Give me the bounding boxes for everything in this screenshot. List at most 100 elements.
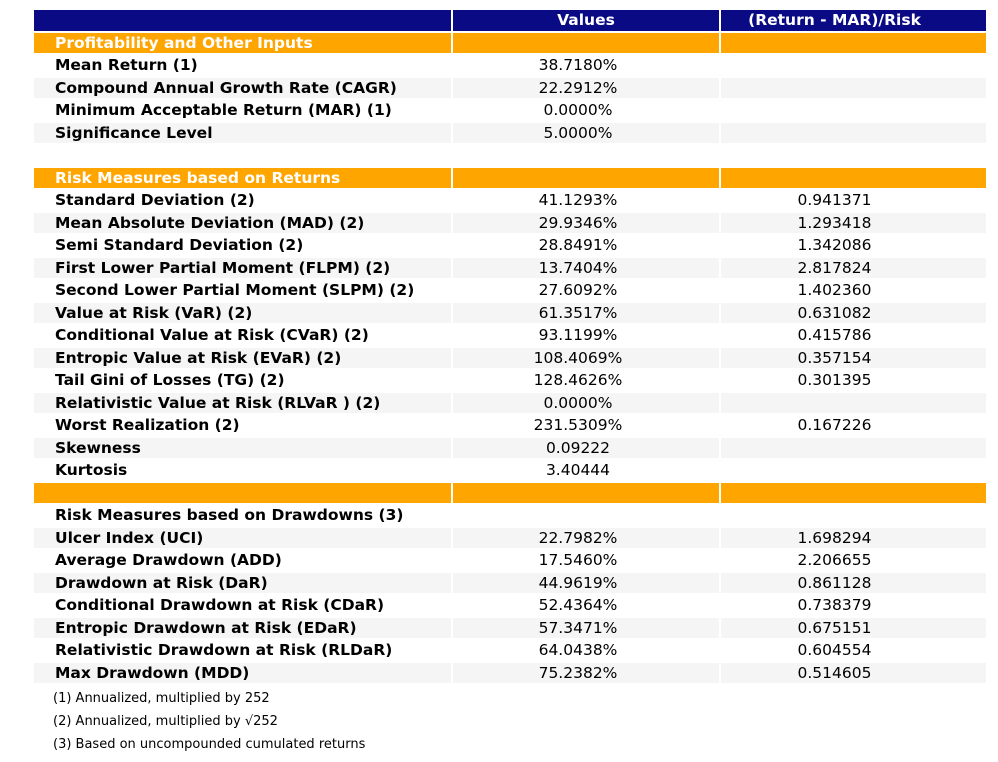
- metric-ratio-cell: [721, 77, 986, 98]
- metric-ratio-cell: [721, 122, 986, 143]
- metric-value-cell: 29.9346%: [453, 212, 719, 233]
- metric-label-cell: Conditional Drawdown at Risk (CDaR): [55, 596, 385, 614]
- metric-label-cell: Max Drawdown (MDD): [34, 662, 451, 683]
- metric-ratio-cell: 0.941371: [797, 191, 872, 209]
- column-header-metric: [34, 10, 451, 31]
- metric-ratio-cell: [721, 437, 986, 458]
- metric-label-cell: Tail Gini of Losses (TG) (2): [55, 371, 285, 389]
- table-row: Semi Standard Deviation (2) 28.8491% 1.342…: [34, 235, 986, 256]
- table-row: Worst Realization (2) 231.5309% 0.167226: [34, 415, 986, 436]
- metric-label-cell: Mean Return (1): [55, 56, 198, 74]
- table-row: Value at Risk (VaR) (2) 61.3517% 0.631082: [34, 302, 986, 323]
- metric-label-cell: Semi Standard Deviation (2): [55, 236, 304, 254]
- metric-ratio-cell: [721, 100, 986, 121]
- metric-label-cell: Risk Measures based on Returns: [34, 167, 451, 188]
- table-row: Relativistic Drawdown at Risk (RLDaR) 64.…: [34, 640, 986, 661]
- metric-ratio-cell: 0.675151: [721, 617, 986, 638]
- metric-label-cell: [34, 145, 451, 166]
- column-header-ratio: (Return - MAR)/Risk: [721, 10, 986, 31]
- metric-value-cell: 0.09222: [453, 437, 719, 458]
- metric-label-cell: Second Lower Partial Moment (SLPM) (2): [55, 281, 415, 299]
- risk-report: Values (Return - MAR)/Risk Profitability…: [32, 8, 988, 756]
- metric-ratio-cell: [721, 392, 986, 413]
- metric-ratio-cell: 0.604554: [797, 641, 872, 659]
- metric-ratio-cell: 0.301395: [797, 371, 872, 389]
- metric-ratio-cell: 0.631082: [721, 302, 986, 323]
- section-header-row: [34, 482, 986, 503]
- metric-value-cell: 27.6092%: [538, 281, 618, 299]
- metric-value-cell: 52.4364%: [538, 596, 618, 614]
- metric-value-cell: 64.0438%: [538, 641, 618, 659]
- section-header-row: Risk Measures based on Returns: [34, 167, 986, 188]
- metric-label-cell: Worst Realization (2): [55, 416, 240, 434]
- table-row: Drawdown at Risk (DaR) 44.9619% 0.861128: [34, 572, 986, 593]
- footnotes: (1) Annualized, multiplied by 252 (2) An…: [32, 687, 988, 756]
- metric-label-cell: First Lower Partial Moment (FLPM) (2): [34, 257, 451, 278]
- metric-value-cell: 93.1199%: [538, 326, 618, 344]
- table-row: Mean Absolute Deviation (MAD) (2) 29.9346…: [34, 212, 986, 233]
- metric-ratio-cell: 1.698294: [721, 527, 986, 548]
- footnote-3: (3) Based on uncompounded cumulated retu…: [53, 737, 366, 752]
- metric-value-cell: 28.8491%: [538, 236, 618, 254]
- metric-ratio-cell: [721, 145, 986, 166]
- metric-label-cell: Skewness: [34, 437, 451, 458]
- metric-label-cell: Mean Absolute Deviation (MAD) (2): [34, 212, 451, 233]
- metric-value-cell: 17.5460%: [538, 551, 618, 569]
- metric-value-cell: 57.3471%: [453, 617, 719, 638]
- table-row: Risk Measures based on Drawdowns (3): [34, 505, 986, 526]
- metric-ratio-cell: 0.514605: [721, 662, 986, 683]
- metric-label-cell: Relativistic Drawdown at Risk (RLDaR): [55, 641, 393, 659]
- table-row: Minimum Acceptable Return (MAR) (1) 0.000…: [34, 100, 986, 121]
- metric-value-cell: 0.0000%: [543, 101, 613, 119]
- metric-ratio-cell: [721, 167, 986, 188]
- metric-ratio-cell: 0.415786: [797, 326, 872, 344]
- metric-value-cell: 75.2382%: [453, 662, 719, 683]
- table-row: Relativistic Value at Risk (RLVaR ) (2) 0…: [34, 392, 986, 413]
- table-row: Compound Annual Growth Rate (CAGR) 22.291…: [34, 77, 986, 98]
- table-row: Max Drawdown (MDD) 75.2382% 0.514605: [34, 662, 986, 683]
- metric-value-cell: 61.3517%: [453, 302, 719, 323]
- metric-label-cell: Kurtosis: [55, 461, 128, 479]
- metric-value-cell: 128.4626%: [533, 371, 623, 389]
- table-row: Mean Return (1) 38.7180%: [34, 55, 986, 76]
- metric-value-cell: [453, 482, 719, 503]
- metric-value-cell: [453, 145, 719, 166]
- metric-ratio-cell: 2.817824: [721, 257, 986, 278]
- metric-value-cell: [453, 167, 719, 188]
- metric-value-cell: [453, 505, 719, 526]
- metric-ratio-cell: 0.738379: [797, 596, 872, 614]
- metric-label-cell: Compound Annual Growth Rate (CAGR): [34, 77, 451, 98]
- metric-ratio-cell: [721, 482, 986, 503]
- metric-value-cell: 0.0000%: [453, 392, 719, 413]
- metric-label-cell: Risk Measures based on Drawdowns (3): [55, 506, 404, 524]
- table-row: Skewness 0.09222: [34, 437, 986, 458]
- metric-label-cell: Standard Deviation (2): [55, 191, 255, 209]
- metric-label-cell: Significance Level: [34, 122, 451, 143]
- footnote-2: (2) Annualized, multiplied by √252: [53, 714, 278, 729]
- metric-ratio-cell: [721, 32, 986, 53]
- metric-label-cell: Value at Risk (VaR) (2): [34, 302, 451, 323]
- table-row: Second Lower Partial Moment (SLPM) (2) 27…: [34, 280, 986, 301]
- metric-label-cell: Average Drawdown (ADD): [55, 551, 282, 569]
- metric-label-cell: Relativistic Value at Risk (RLVaR ) (2): [34, 392, 451, 413]
- metric-label-cell: Drawdown at Risk (DaR): [34, 572, 451, 593]
- metric-value-cell: [453, 32, 719, 53]
- table-row: Kurtosis 3.40444: [34, 460, 986, 481]
- risk-report-table: Values (Return - MAR)/Risk Profitability…: [32, 8, 988, 685]
- metric-ratio-cell: 1.293418: [721, 212, 986, 233]
- column-header-values: Values: [453, 10, 719, 31]
- table-row: Standard Deviation (2) 41.1293% 0.941371: [34, 190, 986, 211]
- table-row: Entropic Drawdown at Risk (EDaR) 57.3471%…: [34, 617, 986, 638]
- metric-label-cell: [34, 482, 451, 503]
- metric-value-cell: 3.40444: [545, 461, 611, 479]
- table-row: Conditional Drawdown at Risk (CDaR) 52.43…: [34, 595, 986, 616]
- metric-value-cell: 5.0000%: [453, 122, 719, 143]
- metric-ratio-cell: [721, 505, 986, 526]
- metric-ratio-cell: 0.357154: [721, 347, 986, 368]
- metric-ratio-cell: [721, 460, 986, 481]
- table-header-row: Values (Return - MAR)/Risk: [34, 10, 986, 31]
- metric-ratio-cell: 0.167226: [797, 416, 872, 434]
- metric-value-cell: 13.7404%: [453, 257, 719, 278]
- metric-label-cell: Entropic Drawdown at Risk (EDaR): [34, 617, 451, 638]
- table-row: Conditional Value at Risk (CVaR) (2) 93.1…: [34, 325, 986, 346]
